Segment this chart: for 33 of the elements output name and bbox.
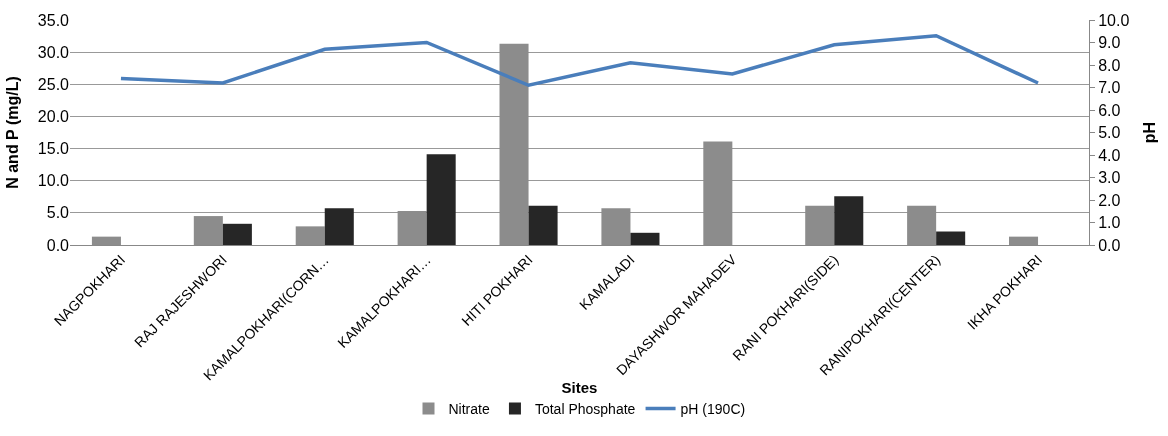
y-tick-label: 15.0 [37, 140, 70, 158]
y-tick-label: 20.0 [37, 108, 70, 126]
legend-label: pH (190C) [680, 401, 746, 418]
y-axis-title: N and P (mg/L) [3, 76, 21, 189]
y-tick-label: 25.0 [37, 75, 70, 93]
y2-tick-label: 10.0 [1098, 11, 1130, 29]
y2-tick-label: 0.0 [1098, 236, 1121, 254]
y-tick-label: 30.0 [37, 43, 70, 61]
bar [936, 231, 966, 245]
x-axis-title: Sites [561, 379, 598, 397]
y2-tick-label: 2.0 [1098, 191, 1121, 209]
y-tick-label: 35.0 [37, 11, 70, 29]
y2-tick-label: 7.0 [1098, 79, 1121, 97]
y2-tick-label: 5.0 [1098, 124, 1121, 142]
y2-tick-label: 8.0 [1098, 56, 1121, 74]
y-tick-label: 5.0 [46, 204, 70, 222]
bar [630, 232, 660, 245]
y2-tick-label: 9.0 [1098, 34, 1121, 52]
y2-axis-title: pH [1141, 121, 1159, 144]
legend-label: Nitrate [448, 401, 490, 418]
bar [222, 223, 252, 245]
bar [324, 208, 354, 245]
bar [834, 196, 864, 245]
y2-tick-label: 1.0 [1098, 214, 1121, 232]
y2-tick-label: 6.0 [1098, 101, 1121, 119]
y2-tick-label: 4.0 [1098, 146, 1121, 164]
bar [528, 205, 558, 245]
legend-label: Total Phosphate [534, 401, 636, 418]
line-series [119, 34, 1040, 87]
bar [426, 154, 456, 245]
y2-tick-label: 3.0 [1098, 169, 1121, 187]
y-tick-label: 0.0 [46, 236, 70, 254]
y-tick-label: 10.0 [37, 172, 70, 190]
